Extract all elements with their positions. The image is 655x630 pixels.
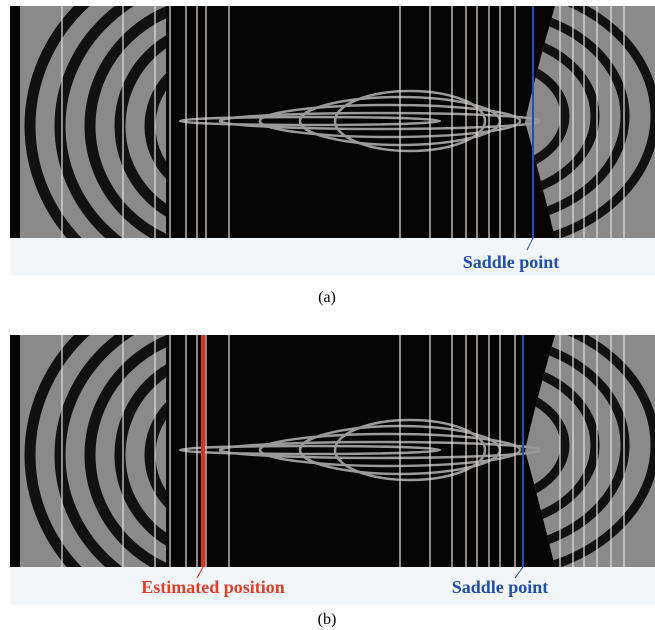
figure: Saddle point (a) Estimated position Sadd… xyxy=(0,0,655,630)
caption: (b) xyxy=(318,611,337,628)
caption: (a) xyxy=(318,289,336,306)
panel-a: Saddle point (a) xyxy=(10,0,655,306)
panel-b: Estimated position Saddle point (b) xyxy=(10,280,655,630)
saddle-label: Saddle point xyxy=(463,252,560,272)
saddle-label: Saddle point xyxy=(452,577,549,597)
estimated-label: Estimated position xyxy=(141,577,285,597)
label-strip xyxy=(10,567,655,605)
